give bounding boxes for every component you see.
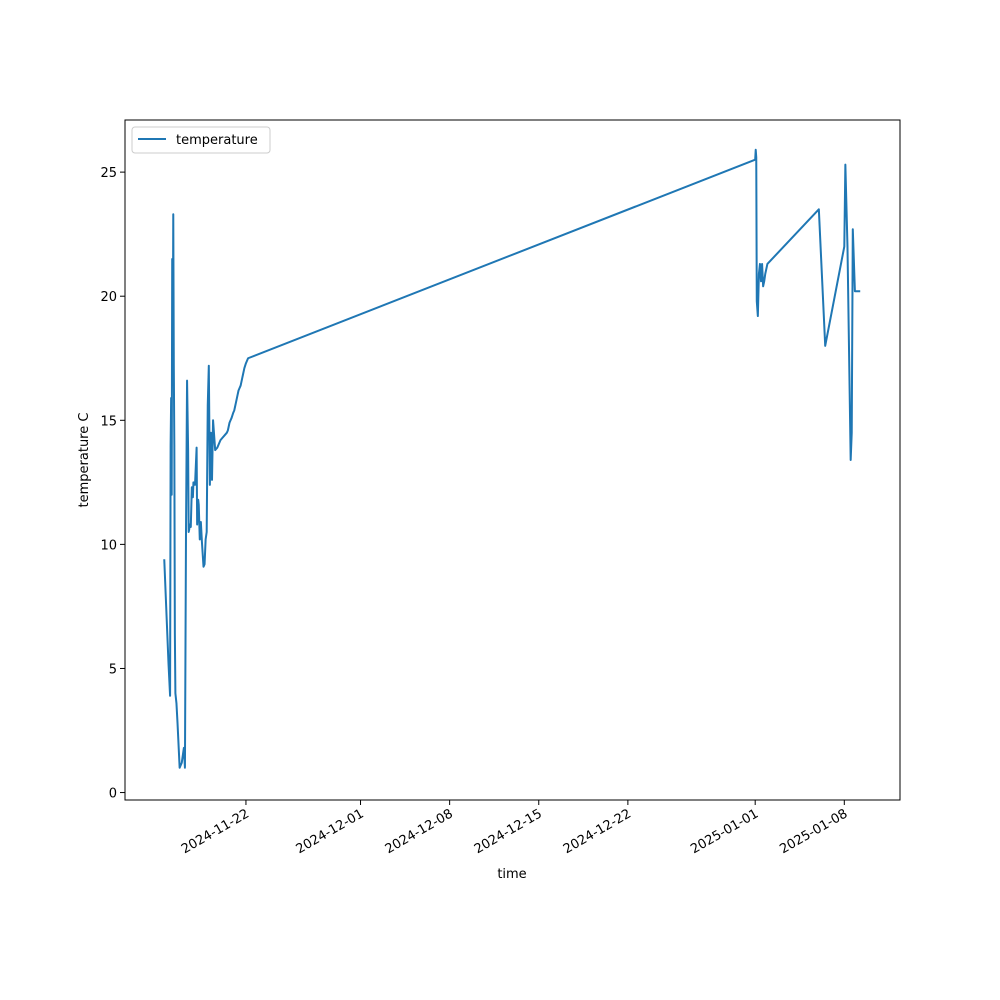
y-tick-label: 15 <box>100 414 117 429</box>
y-tick-label: 10 <box>100 538 117 553</box>
legend-label: temperature <box>176 133 258 148</box>
x-tick-label: 2024-12-01 <box>294 806 367 857</box>
y-axis-label: temperature C <box>77 413 92 508</box>
plot-area-frame <box>124 119 901 801</box>
x-axis-label: time <box>497 867 526 882</box>
legend: temperature <box>131 126 271 154</box>
x-axis-ticks: 2024-11-22 2024-12-01 2024-12-08 2024-12-15… <box>179 800 850 857</box>
y-tick-label: 25 <box>100 166 117 181</box>
series-line-temperature <box>163 148 861 769</box>
y-tick-label: 20 <box>100 290 117 305</box>
x-tick-label: 2024-12-22 <box>561 806 634 857</box>
x-tick-label: 2024-11-22 <box>179 806 252 857</box>
x-tick-label: 2025-01-08 <box>777 806 850 857</box>
legend-box <box>131 126 271 154</box>
x-tick-label: 2024-12-08 <box>383 806 456 857</box>
y-axis-ticks: 0 5 10 15 20 25 <box>100 166 125 802</box>
y-tick-label: 0 <box>109 787 117 802</box>
y-tick-label: 5 <box>109 662 117 677</box>
x-tick-label: 2025-01-01 <box>688 806 761 857</box>
x-tick-label: 2024-12-15 <box>472 806 545 857</box>
